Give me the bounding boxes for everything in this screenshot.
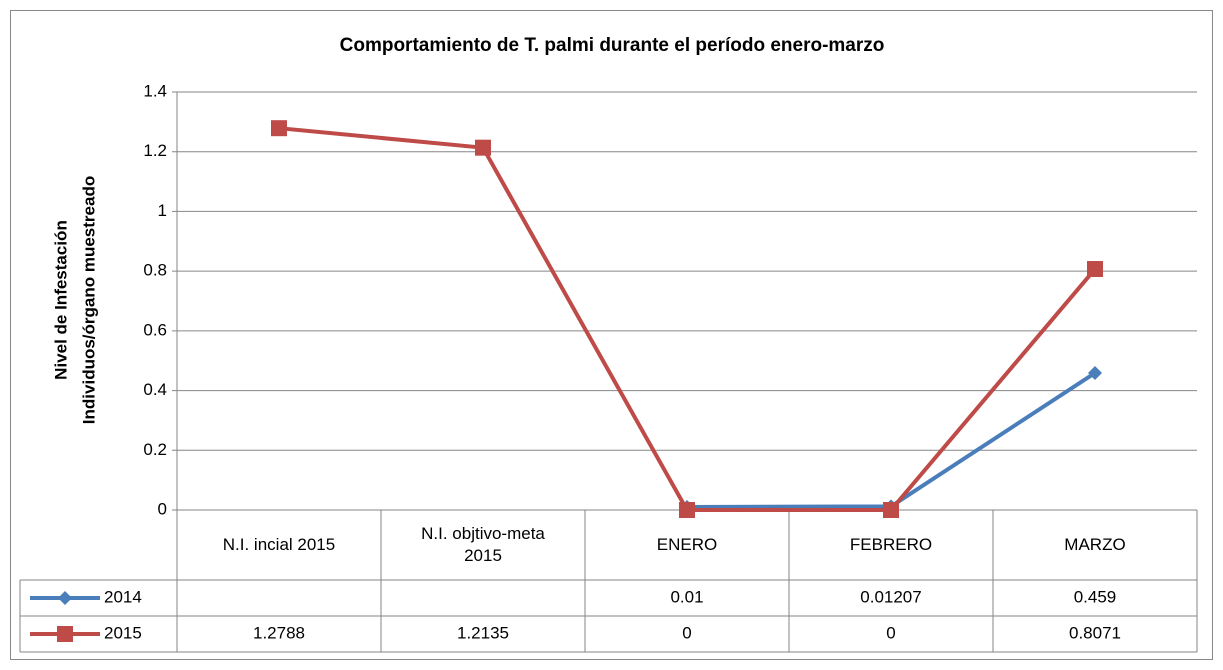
y-tick-label: 0.4 xyxy=(143,380,167,399)
y-axis-title: Nivel de Infestación xyxy=(51,220,70,380)
category-label: N.I. incial 2015 xyxy=(222,535,336,554)
table-value: 0.8071 xyxy=(1069,623,1121,642)
table-value: 0 xyxy=(886,623,895,642)
category-label: FEBRERO xyxy=(849,535,933,554)
chart-title: Comportamiento de T. palmi durante el pe… xyxy=(340,35,885,56)
y-tick-label: 0 xyxy=(158,499,167,518)
category-label: ENERO xyxy=(656,535,718,554)
table-value: 0.459 xyxy=(1074,587,1117,606)
y-tick-label: 1.4 xyxy=(143,81,167,100)
marker xyxy=(679,502,695,518)
table-value: 0 xyxy=(682,623,691,642)
marker xyxy=(883,502,899,518)
legend-marker xyxy=(58,591,72,605)
legend-label: 2015 xyxy=(104,623,142,642)
y-tick-label: 1 xyxy=(158,201,167,220)
y-axis-title: Individuos/órgano muestreado xyxy=(79,176,98,424)
table-value: 1.2788 xyxy=(253,623,305,642)
marker xyxy=(475,139,491,156)
y-tick-label: 1.2 xyxy=(143,141,167,160)
category-label: MARZO xyxy=(1064,535,1126,554)
category-label: N.I. objtivo-meta 2015 xyxy=(421,524,545,565)
marker xyxy=(271,120,287,137)
chart-border xyxy=(10,10,1213,660)
table-value: 0.01207 xyxy=(860,587,921,606)
marker xyxy=(1088,365,1102,380)
y-tick-label: 0.6 xyxy=(143,320,167,339)
legend-marker xyxy=(57,626,73,642)
table-value: 0.01 xyxy=(670,587,703,606)
marker xyxy=(1087,261,1103,278)
table-value: 1.2135 xyxy=(457,623,509,642)
y-tick-label: 0.8 xyxy=(143,261,167,280)
y-tick-label: 0.2 xyxy=(143,440,167,459)
legend-label: 2014 xyxy=(104,587,142,606)
